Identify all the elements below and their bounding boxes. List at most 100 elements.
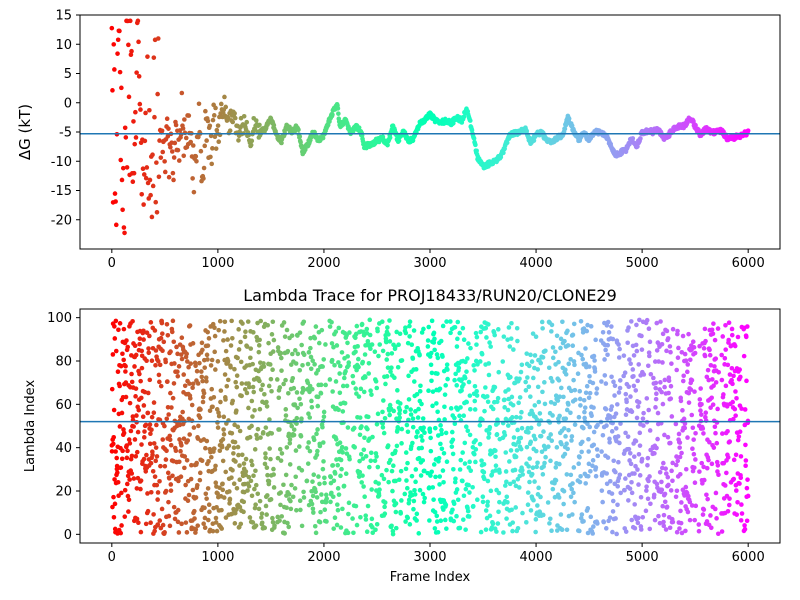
lambda-point — [588, 468, 593, 474]
lambda-point — [122, 487, 128, 493]
lambda-point — [345, 425, 351, 430]
lambda-point — [164, 448, 169, 454]
lambda-point — [518, 435, 524, 441]
lambda-point — [413, 367, 419, 372]
lambda-point — [386, 332, 391, 337]
lambda-point — [549, 528, 554, 534]
lambda-point — [288, 506, 294, 512]
lambda-point — [599, 488, 605, 493]
lambda-point — [466, 482, 471, 488]
lambda-point — [653, 380, 659, 386]
delta-g-point — [179, 90, 185, 96]
lambda-point — [251, 330, 256, 335]
bottom-x-ticks: 0 1000 2000 3000 4000 5000 6000 — [108, 543, 765, 565]
lambda-point — [336, 407, 341, 413]
lambda-point — [693, 503, 699, 509]
lambda-point — [579, 512, 585, 517]
delta-g-point — [396, 138, 402, 144]
lambda-point — [627, 486, 633, 491]
lambda-point — [301, 352, 307, 358]
lambda-point — [515, 338, 520, 344]
lambda-point — [464, 369, 469, 374]
lambda-point — [198, 407, 203, 412]
delta-g-point — [115, 37, 121, 43]
lambda-point — [125, 448, 130, 454]
delta-g-point — [169, 149, 175, 154]
lambda-point — [547, 516, 553, 522]
lambda-point — [149, 358, 155, 364]
lambda-point — [345, 354, 350, 359]
lambda-point — [271, 337, 277, 343]
lambda-point — [377, 487, 382, 492]
lambda-point — [134, 449, 140, 455]
lambda-point — [113, 449, 118, 454]
lambda-point — [285, 348, 291, 354]
lambda-point — [662, 499, 668, 505]
lambda-point — [321, 440, 326, 445]
lambda-point — [175, 519, 181, 525]
delta-g-point — [253, 118, 259, 123]
lambda-point — [685, 435, 690, 440]
lambda-point — [205, 486, 211, 491]
delta-g-point — [190, 176, 195, 181]
lambda-point — [365, 426, 370, 432]
lambda-point — [165, 379, 170, 384]
lambda-point — [548, 432, 553, 437]
lambda-point — [470, 484, 475, 490]
lambda-point — [404, 478, 409, 483]
delta-g-point — [356, 125, 362, 130]
lambda-point — [157, 478, 162, 484]
lambda-point — [259, 511, 265, 516]
lambda-point — [626, 384, 632, 390]
lambda-point — [606, 330, 612, 335]
lambda-point — [692, 350, 698, 356]
lambda-point — [329, 341, 335, 346]
lambda-point — [692, 517, 698, 523]
delta-g-point — [223, 104, 229, 110]
lambda-point — [570, 343, 576, 349]
lambda-point — [158, 383, 164, 389]
lambda-point — [199, 340, 205, 346]
lambda-point — [534, 417, 540, 422]
lambda-point — [353, 335, 358, 341]
lambda-point — [332, 471, 338, 476]
lambda-point — [238, 521, 244, 527]
lambda-point — [321, 357, 327, 362]
lambda-point — [461, 382, 466, 387]
lambda-point — [119, 523, 124, 528]
lambda-point — [585, 506, 591, 511]
delta-g-point — [202, 143, 208, 149]
lambda-point — [723, 383, 729, 389]
lambda-point — [578, 403, 583, 408]
lambda-point — [381, 430, 387, 436]
delta-g-point — [126, 94, 132, 100]
lambda-point — [157, 362, 163, 368]
lambda-point — [129, 371, 134, 377]
lambda-point — [625, 434, 631, 439]
lambda-point — [738, 454, 744, 459]
lambda-point — [495, 417, 500, 423]
lambda-point — [398, 468, 404, 474]
lambda-point — [306, 350, 312, 355]
lambda-point — [667, 344, 673, 349]
lambda-point — [135, 475, 141, 481]
lambda-point — [167, 476, 172, 481]
lambda-point — [552, 401, 558, 407]
lambda-point — [291, 432, 297, 438]
lambda-point — [705, 367, 711, 373]
lambda-point — [524, 351, 530, 356]
lambda-point — [129, 453, 135, 459]
lambda-point — [570, 481, 575, 486]
lambda-point — [410, 416, 416, 421]
lambda-point — [561, 426, 567, 431]
lambda-point — [197, 360, 202, 366]
lambda-point — [542, 446, 548, 452]
lambda-point — [583, 346, 588, 351]
lambda-point — [651, 492, 657, 498]
lambda-point — [582, 409, 587, 415]
lambda-point — [252, 505, 258, 511]
lambda-point — [427, 429, 433, 435]
lambda-point — [333, 437, 339, 442]
lambda-point — [656, 359, 661, 364]
